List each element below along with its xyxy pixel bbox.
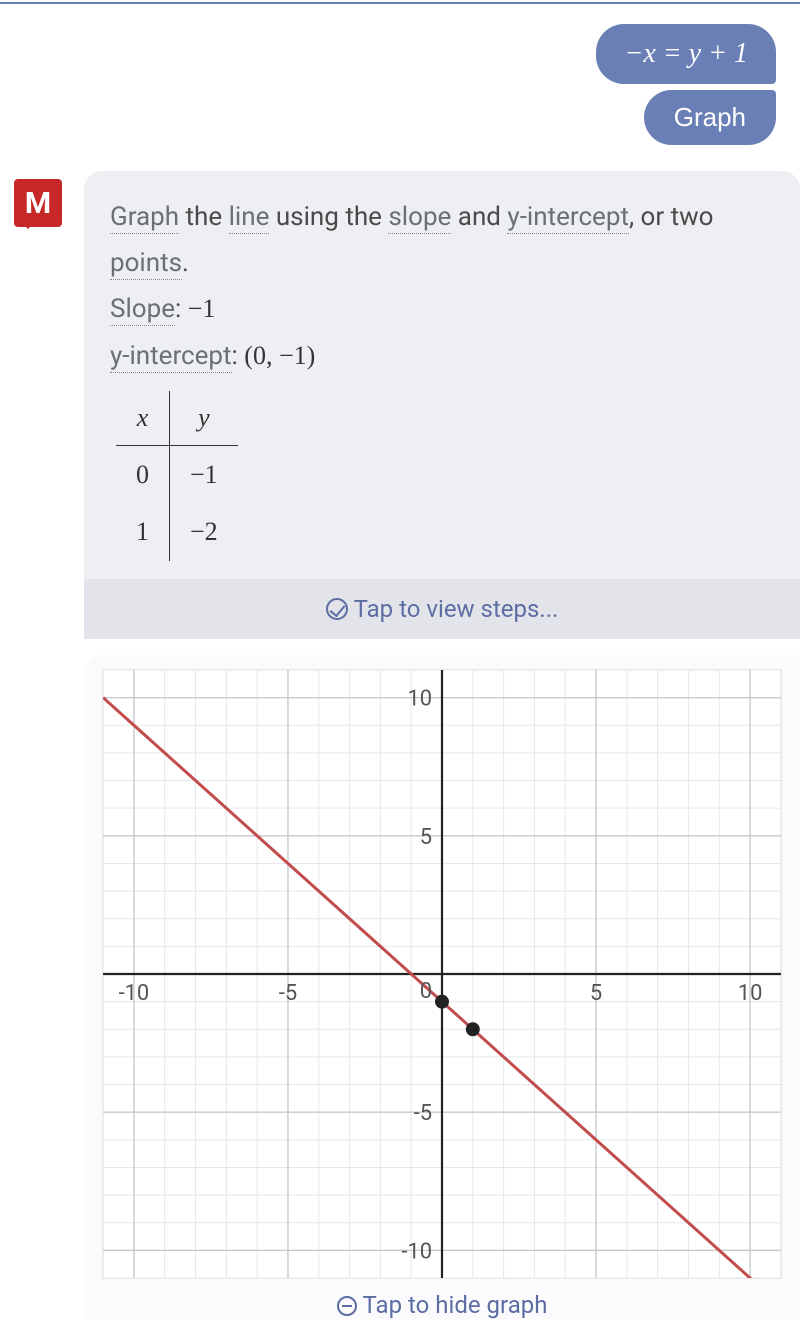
slope-label[interactable]: Slope [110,294,175,326]
hide-graph-button[interactable]: Tap to hide graph [84,1279,800,1319]
svg-text:-5: -5 [414,1101,432,1126]
points-table: x y 0 −1 1 −2 [116,391,238,561]
term-slope[interactable]: slope [388,202,451,234]
col-x: x [116,391,170,445]
mathway-logo-icon[interactable]: M [14,179,62,227]
term-graph[interactable]: Graph [110,202,179,234]
answer-card: Graph the line using the slope and y-int… [84,171,800,579]
svg-text:5: 5 [420,824,432,849]
yintercept-label[interactable]: y-intercept [110,341,232,373]
svg-text:10: 10 [738,980,763,1005]
svg-text:10: 10 [407,686,432,711]
table-row: 0 −1 [116,445,238,503]
term-points[interactable]: points [110,248,182,280]
view-steps-label: Tap to view steps... [354,595,559,623]
yintercept-line: y-intercept: (0, −1) [110,333,774,380]
svg-text:-10: -10 [401,1239,432,1264]
check-circle-icon [326,598,348,620]
line-graph[interactable]: -10 -5 5 10 -10 -5 5 10 0 [102,669,782,1279]
term-line[interactable]: line [229,202,270,234]
slope-line: Slope: −1 [110,286,774,333]
svg-text:5: 5 [590,980,602,1005]
minus-circle-icon [337,1296,357,1316]
equation-text: −x = y + 1 [624,38,748,69]
table-row: 1 −2 [116,503,238,561]
svg-text:-5: -5 [279,980,297,1005]
slope-value: −1 [188,294,216,323]
table-header-row: x y [116,391,238,445]
equation-bubble[interactable]: −x = y + 1 [596,24,776,84]
logo-letter: M [25,186,51,221]
instruction-line-2: points. [110,241,774,287]
svg-text:-10: -10 [119,980,150,1005]
hide-graph-label: Tap to hide graph [363,1291,548,1319]
graph-card: -10 -5 5 10 -10 -5 5 10 0 [84,655,800,1279]
term-yintercept[interactable]: y-intercept [507,202,629,234]
svg-text:0: 0 [420,978,432,1003]
command-bubble[interactable]: Graph [644,90,776,145]
instruction-line-1: Graph the line using the slope and y-int… [110,195,774,241]
command-text: Graph [674,102,746,132]
user-messages: −x = y + 1 Graph [0,4,800,161]
view-steps-button[interactable]: Tap to view steps... [84,579,800,639]
yintercept-value: (0, −1) [244,341,315,370]
answer-row: M Graph the line using the slope and y-i… [0,161,800,579]
col-y: y [170,391,238,445]
